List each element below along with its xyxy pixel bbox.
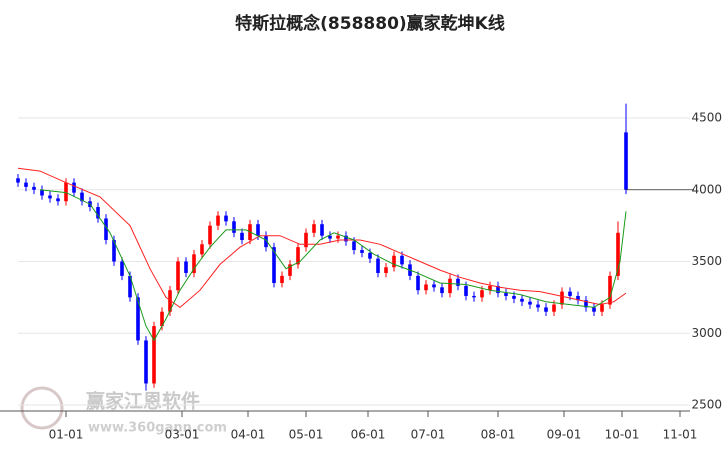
candle-body <box>448 278 452 294</box>
candle-body <box>152 326 156 384</box>
candle-body <box>280 275 284 284</box>
candle-body <box>600 304 604 312</box>
candle-body <box>352 241 356 251</box>
candle-body <box>232 221 236 233</box>
candle-body <box>48 195 52 199</box>
candle-body <box>272 247 276 284</box>
x-tick-label: 10-01 <box>605 428 640 442</box>
x-tick-label: 05-01 <box>289 428 324 442</box>
x-tick-label: 04-01 <box>231 428 266 442</box>
candle-body <box>608 275 612 305</box>
candle-body <box>360 250 364 253</box>
candle-body <box>560 291 564 305</box>
candle-body <box>480 290 484 298</box>
candle-body <box>568 291 572 296</box>
candle-body <box>320 224 324 236</box>
candle-body <box>424 284 428 291</box>
candle-body <box>200 244 204 255</box>
candle-body <box>104 218 108 240</box>
candle-body <box>512 295 516 299</box>
y-tick-label: 2500 <box>691 398 722 412</box>
x-tick-label: 09-01 <box>547 428 582 442</box>
candle-body <box>64 182 68 202</box>
candle-body <box>120 261 124 276</box>
x-tick-label: 03-01 <box>165 428 200 442</box>
candle-body <box>432 284 436 288</box>
candle-body <box>592 307 596 312</box>
candle-body <box>144 340 148 384</box>
candle-body <box>256 224 260 236</box>
candle-body <box>440 287 444 294</box>
candle-body <box>16 178 20 183</box>
chart-title: 特斯拉概念(858880)赢家乾坤K线 <box>235 13 505 34</box>
candle-body <box>24 182 28 187</box>
x-tick-label: 11-01 <box>663 428 698 442</box>
candle-body <box>496 285 500 294</box>
y-tick-label: 3000 <box>691 326 722 340</box>
candle-body <box>376 258 380 273</box>
x-tick-label: 01-01 <box>49 428 84 442</box>
candle-body <box>328 235 332 239</box>
candle-body <box>464 285 468 296</box>
candle-body <box>624 132 628 190</box>
candle-body <box>368 252 372 259</box>
candle-body <box>72 182 76 193</box>
candle-body <box>264 235 268 248</box>
candle-body <box>304 232 308 248</box>
candle-body <box>128 275 132 298</box>
candle-body <box>208 225 212 245</box>
candle-body <box>544 307 548 312</box>
candle-body <box>520 298 524 302</box>
candle-body <box>176 261 180 291</box>
watermark-text: 赢家江恩软件 <box>86 390 200 413</box>
candle-body <box>584 300 588 308</box>
candle-body <box>80 192 84 202</box>
candle-body <box>384 267 388 273</box>
candle-body <box>112 239 116 262</box>
x-tick-label: 07-01 <box>411 428 446 442</box>
candle-body <box>296 247 300 265</box>
candle-body <box>240 232 244 240</box>
candle-body <box>528 301 532 305</box>
candle-body <box>40 189 44 196</box>
watermark-logo <box>20 386 64 430</box>
candle-body <box>536 304 540 308</box>
candle-body <box>472 295 476 298</box>
candle-body <box>456 278 460 286</box>
y-tick-label: 3500 <box>691 254 722 268</box>
watermark: 赢家江恩软件 www.360gann.com <box>20 386 227 436</box>
candle-body <box>504 293 508 296</box>
moving-average-line <box>39 189 627 342</box>
candle-body <box>616 232 620 276</box>
y-tick-label: 4000 <box>691 182 722 196</box>
candle-body <box>224 215 228 222</box>
candle-body <box>136 297 140 341</box>
candle-body <box>576 295 580 301</box>
candle-body <box>336 235 340 239</box>
candle-body <box>192 254 196 273</box>
watermark-url: www.360gann.com <box>88 421 227 436</box>
candle-body <box>312 224 316 233</box>
candle-body <box>392 255 396 268</box>
candle-body <box>168 290 172 312</box>
x-tick-label: 06-01 <box>351 428 386 442</box>
x-tick-label: 08-01 <box>481 428 516 442</box>
candle-body <box>288 264 292 276</box>
candle-body <box>552 304 556 312</box>
candle-body <box>32 186 36 190</box>
candle-body <box>400 255 404 265</box>
candle-body <box>488 285 492 291</box>
candle-body <box>344 235 348 242</box>
candle-body <box>216 215 220 226</box>
moving-average-line <box>17 167 627 309</box>
candle-body <box>160 311 164 327</box>
candle-body <box>56 198 60 202</box>
candle-body <box>184 261 188 273</box>
y-tick-label: 4500 <box>691 111 722 125</box>
candle-body <box>96 206 100 219</box>
candle-body <box>416 275 420 291</box>
